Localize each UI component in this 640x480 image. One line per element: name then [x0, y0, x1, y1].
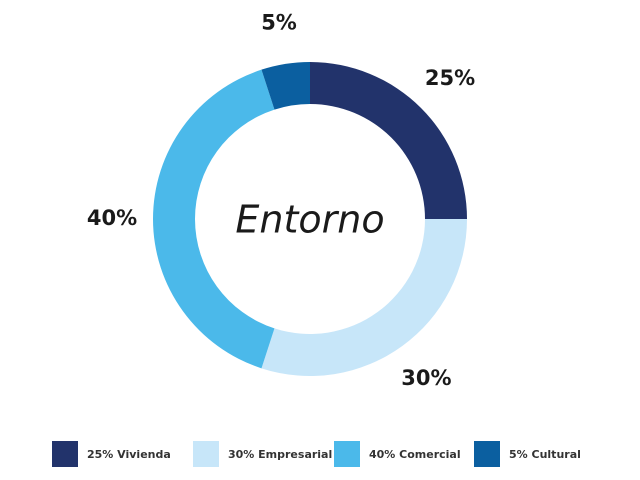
value-label: 25% — [425, 66, 475, 90]
legend-swatch — [334, 441, 360, 467]
donut-segment — [152, 69, 275, 369]
legend-swatch — [52, 441, 78, 467]
value-label: 30% — [401, 366, 451, 390]
value-label: 5% — [261, 10, 297, 34]
value-label: 40% — [87, 206, 137, 230]
legend-swatch — [474, 441, 500, 467]
legend-swatch — [193, 441, 219, 467]
donut-segment — [261, 219, 467, 377]
legend-label: 25% Vivienda — [87, 448, 171, 461]
donut-segment — [310, 62, 467, 219]
donut-segment — [261, 62, 310, 110]
legend-label: 40% Comercial — [369, 448, 461, 461]
legend-label: 5% Cultural — [509, 448, 581, 461]
legend-label: 30% Empresarial — [228, 448, 332, 461]
center-text: Entorno — [235, 198, 384, 242]
